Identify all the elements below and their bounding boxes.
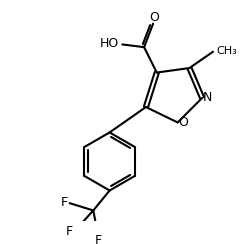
Text: F: F — [95, 234, 102, 244]
Text: HO: HO — [100, 37, 119, 50]
Text: N: N — [203, 91, 212, 103]
Text: F: F — [66, 225, 73, 238]
Text: O: O — [178, 116, 188, 129]
Text: F: F — [61, 196, 68, 209]
Text: O: O — [149, 11, 159, 24]
Text: CH₃: CH₃ — [217, 46, 237, 56]
